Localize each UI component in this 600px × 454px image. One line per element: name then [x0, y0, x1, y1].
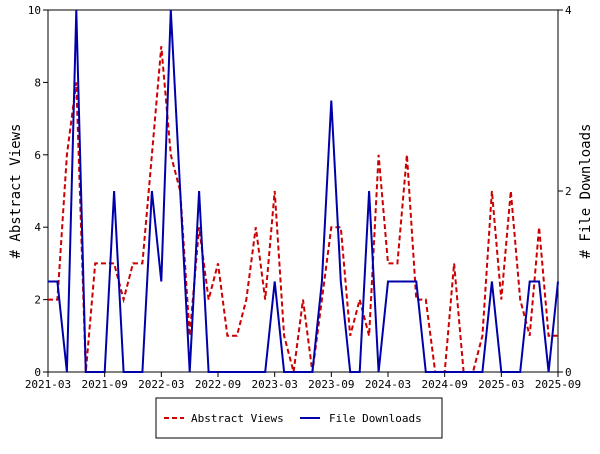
x-tick-label-8: 2025-03: [478, 378, 524, 391]
x-tick-label-2: 2022-03: [138, 378, 184, 391]
x-tick-label-5: 2023-09: [308, 378, 354, 391]
series-layer: [48, 9, 559, 373]
legend-label-abstract-views: Abstract Views: [191, 412, 284, 425]
y-right-tick-label-0: 0: [565, 366, 572, 379]
legend-box: [155, 397, 443, 439]
y-left-tick-label-5: 10: [28, 4, 41, 17]
y-left-axis-title: # Abstract Views: [8, 124, 24, 259]
x-tick-label-6: 2024-03: [365, 378, 411, 391]
legend: Abstract Views File Downloads: [155, 397, 443, 439]
series-line-file-downloads: [48, 9, 559, 373]
y-right-tick-label-1: 2: [565, 185, 572, 198]
y-right-axis-title: # File Downloads: [578, 124, 594, 259]
x-tick-label-0: 2021-03: [25, 378, 71, 391]
y-left-tick-label-0: 0: [34, 366, 41, 379]
y-left-tick-label-1: 2: [34, 294, 41, 307]
x-tick-label-9: 2025-09: [535, 378, 581, 391]
series-line-abstract-views: [48, 46, 558, 373]
plot-area: [47, 9, 559, 373]
axes-layer: 2021-03 2021-09 2022-03 2022-09 2023-03 2023-…: [25, 4, 581, 391]
x-tick-label-4: 2023-03: [251, 378, 297, 391]
x-tick-label-7: 2024-09: [421, 378, 467, 391]
x-tick-label-1: 2021-09: [81, 378, 127, 391]
y-left-tick-label-3: 6: [34, 149, 41, 162]
y-right-tick-label-2: 4: [565, 4, 572, 17]
y-left-tick-label-2: 4: [34, 221, 41, 234]
x-tick-label-3: 2022-09: [195, 378, 241, 391]
y-left-tick-label-4: 8: [34, 76, 41, 89]
legend-label-file-downloads: File Downloads: [329, 412, 422, 425]
